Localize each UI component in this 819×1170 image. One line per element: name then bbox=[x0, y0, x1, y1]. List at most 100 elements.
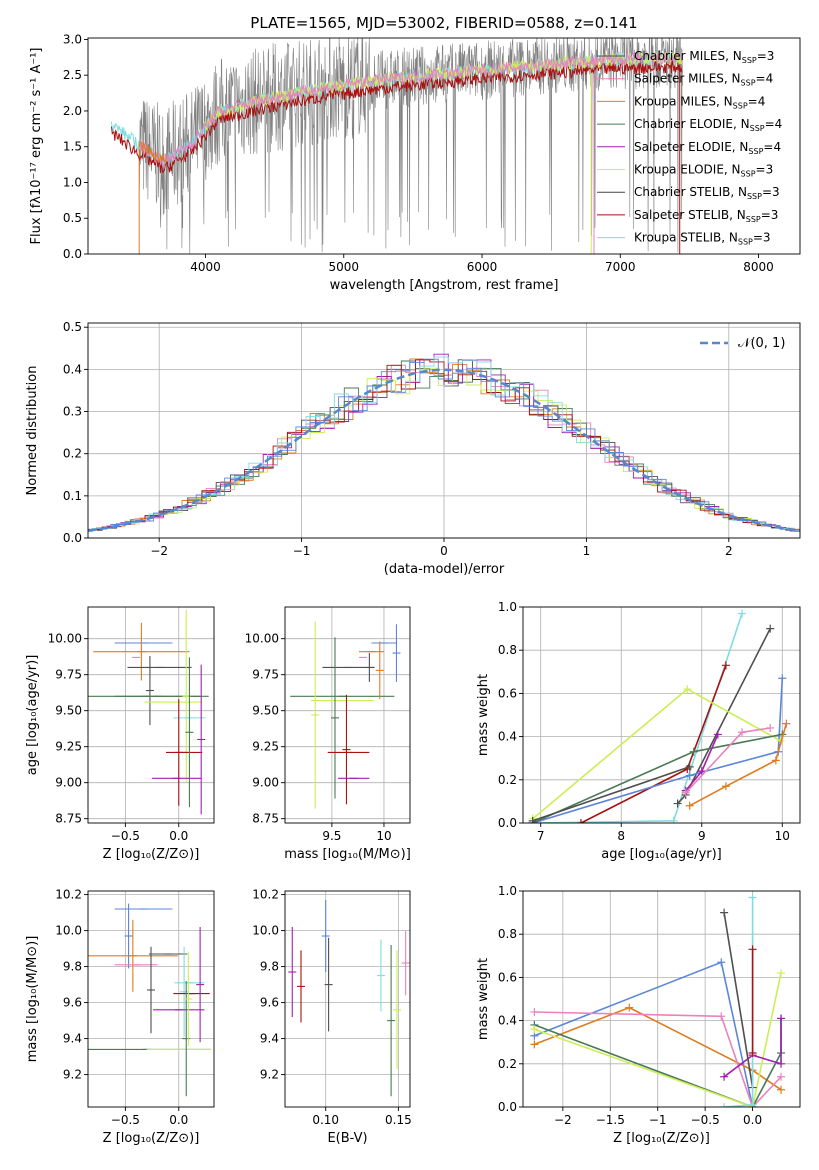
y-tick-label: 2.0 bbox=[63, 104, 82, 118]
x-tick-label: 0.15 bbox=[385, 1113, 412, 1127]
y-axis-label: mass weight bbox=[476, 674, 491, 756]
y-tick-label: 9.00 bbox=[252, 776, 279, 790]
y-tick-label: 9.75 bbox=[55, 668, 82, 682]
y-tick-label: 9.4 bbox=[63, 1032, 82, 1046]
plot-frame bbox=[522, 606, 801, 824]
x-tick-label: 8000 bbox=[743, 260, 774, 274]
chart-residuals: −2 −1 0 1 2 0.0 0.1 0.2 0.3 0.4 0.5 (data-model)/er… bbox=[25, 320, 801, 577]
legend-tail: =3 bbox=[753, 231, 771, 245]
y-tick-label: 0.1 bbox=[63, 489, 82, 503]
x-tick-label: 8 bbox=[617, 829, 625, 843]
series-marker bbox=[721, 661, 730, 670]
histogram-step bbox=[88, 358, 800, 532]
y-tick-label: 0.0 bbox=[498, 816, 517, 830]
y-tick-label: 9.00 bbox=[55, 776, 82, 790]
y-tick-label: 9.4 bbox=[260, 1032, 279, 1046]
series-line bbox=[534, 972, 782, 1107]
y-tick-label: 0.4 bbox=[498, 1014, 517, 1028]
y-tick-label: 0.8 bbox=[498, 643, 517, 657]
series-marker bbox=[782, 719, 791, 728]
legend-tail: =3 bbox=[757, 49, 775, 63]
legend-label: Salpeter STELIB, N bbox=[634, 208, 746, 222]
legend-entry: Chabrier ELODIE, NSSP=4 bbox=[634, 117, 782, 133]
x-tick-label: −1 bbox=[649, 1113, 667, 1127]
y-tick-label: 0.5 bbox=[63, 320, 82, 334]
legend-sub: SSP bbox=[741, 79, 756, 88]
x-tick-label: −0.5 bbox=[111, 829, 140, 843]
series-marker bbox=[766, 723, 775, 732]
chart-spectrum: 4000 5000 6000 7000 8000 0.0 0.5 1.0 1.5 2.0 2.5 3.… bbox=[29, 32, 801, 293]
series-line bbox=[534, 961, 754, 1107]
model-spectrum-line bbox=[111, 60, 683, 174]
legend-label: Chabrier MILES, N bbox=[634, 49, 742, 63]
y-tick-label: 10.2 bbox=[55, 888, 82, 902]
y-tick-label: 10.2 bbox=[252, 888, 279, 902]
x-tick-label: 9 bbox=[698, 829, 706, 843]
series-marker bbox=[528, 816, 537, 823]
legend-entry: Kroupa MILES, NSSP=4 bbox=[634, 94, 765, 110]
chart-age_vs_z: −0.5 0.0 8.75 9.00 9.25 9.50 9.75 10.00 Z [log₁₀… bbox=[25, 606, 215, 862]
series-marker bbox=[777, 1059, 786, 1068]
y-tick-label: 9.25 bbox=[55, 740, 82, 754]
series-line bbox=[532, 678, 784, 823]
x-tick-label: −1.5 bbox=[596, 1113, 625, 1127]
x-axis-label: age [log₁₀(age/yr)] bbox=[601, 847, 722, 862]
series-marker bbox=[720, 1072, 729, 1081]
series-line bbox=[532, 766, 690, 822]
series-marker bbox=[777, 969, 786, 978]
y-tick-label: 9.50 bbox=[55, 704, 82, 718]
x-tick-label: 0.0 bbox=[743, 1113, 762, 1127]
y-tick-label: 0.0 bbox=[63, 531, 82, 545]
y-tick-label: 3.0 bbox=[63, 32, 82, 46]
x-axis-label: E(B-V) bbox=[327, 1131, 367, 1146]
y-tick-label: 0.4 bbox=[63, 362, 82, 376]
y-tick-label: 10.0 bbox=[252, 924, 279, 938]
series-marker bbox=[778, 674, 787, 683]
plot-area bbox=[88, 353, 800, 533]
charts-container: 4000 5000 6000 7000 8000 0.0 0.5 1.0 1.5 2.0 2.5 3.… bbox=[25, 32, 801, 1146]
y-tick-label: 10.00 bbox=[48, 632, 82, 646]
plot-area bbox=[88, 609, 209, 815]
legend-tail: =4 bbox=[748, 94, 766, 108]
y-tick-label: 1.0 bbox=[498, 884, 517, 898]
legend-sub: SSP bbox=[738, 238, 753, 247]
chart-mass_vs_z: −0.5 0.0 9.2 9.4 9.6 9.8 10.0 10.2 Z [log₁₀(Z/Z⊙… bbox=[25, 888, 215, 1146]
x-axis-label: (data-model)/error bbox=[384, 562, 505, 577]
plot-area bbox=[288, 900, 410, 1097]
series-marker bbox=[771, 756, 780, 765]
y-tick-label: 9.75 bbox=[252, 668, 279, 682]
plot-area bbox=[290, 621, 401, 809]
x-axis-label: Z [log₁₀(Z/Z⊙)] bbox=[103, 847, 200, 862]
y-axis-label: Normed distribution bbox=[25, 366, 40, 496]
y-tick-label: 0.2 bbox=[498, 773, 517, 787]
y-tick-label: 2.5 bbox=[63, 68, 82, 82]
y-tick-label: 0.0 bbox=[63, 247, 82, 261]
y-tick-label: 0.8 bbox=[498, 927, 517, 941]
x-tick-label: 0.10 bbox=[312, 1113, 339, 1127]
model-spectrum-line bbox=[138, 51, 683, 169]
chart-age_vs_mass: 9.5 10 8.75 9.00 9.25 9.50 9.75 10.00 mass [log₁… bbox=[245, 606, 411, 862]
series-line bbox=[723, 1018, 782, 1078]
legend-entry: Salpeter ELODIE, NSSP=4 bbox=[634, 140, 781, 156]
x-tick-label: 7000 bbox=[605, 260, 636, 274]
chart-weight_vs_z: −2 −1.5 −1 −0.5 0.0 0.0 0.2 0.4 0.6 0.8 1.0 Z [log₁… bbox=[476, 884, 801, 1146]
series-line bbox=[723, 912, 754, 1088]
legend-sub: SSP bbox=[748, 147, 763, 156]
series-line bbox=[534, 1011, 782, 1107]
x-tick-label: 4000 bbox=[190, 260, 221, 274]
x-tick-label: 6000 bbox=[467, 260, 498, 274]
y-tick-label: 0.2 bbox=[63, 447, 82, 461]
legend-label: Chabrier ELODIE, N bbox=[634, 117, 750, 131]
plot-frame bbox=[284, 606, 411, 824]
x-tick-label: 9.5 bbox=[322, 829, 341, 843]
legend-label: Kroupa ELODIE, N bbox=[634, 163, 741, 177]
legend-entry: Chabrier MILES, NSSP=3 bbox=[634, 49, 774, 65]
plot-area bbox=[530, 893, 786, 1107]
legend-entry: Salpeter STELIB, NSSP=3 bbox=[634, 208, 778, 224]
series-marker bbox=[748, 893, 757, 902]
series-line bbox=[677, 628, 771, 805]
series-marker bbox=[681, 788, 690, 797]
legend-tail: =4 bbox=[765, 117, 783, 131]
legend-entry: Kroupa STELIB, NSSP=3 bbox=[634, 231, 771, 247]
x-tick-label: 1 bbox=[583, 544, 591, 558]
